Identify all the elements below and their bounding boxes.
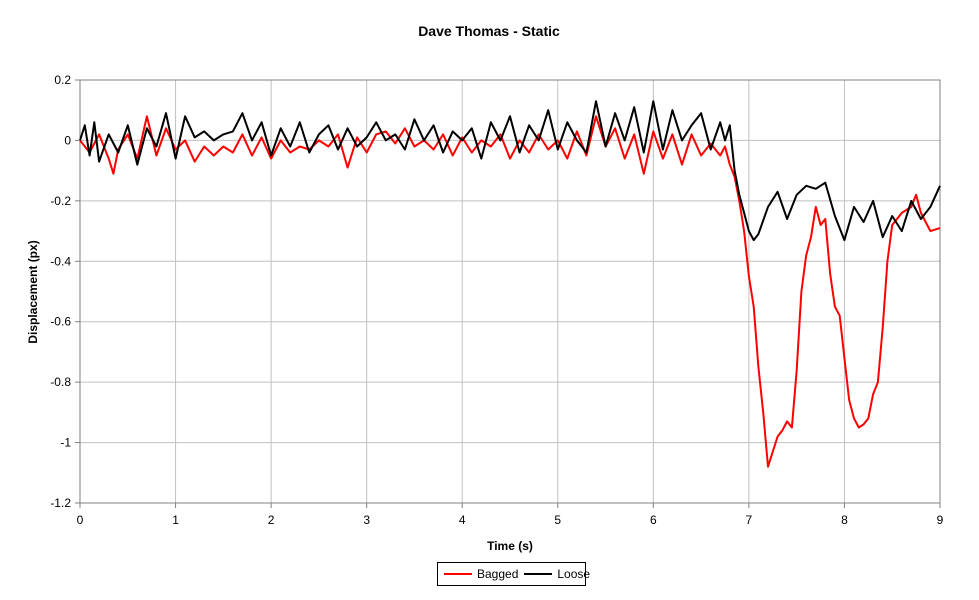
y-tick-label: -0.2 [50,194,71,208]
x-tick-label: 1 [172,513,179,527]
legend-item-bagged: Bagged [444,567,518,581]
legend-swatch-loose [524,573,553,575]
x-tick-label: 5 [554,513,561,527]
chart-title: Dave Thomas - Static [418,23,560,39]
y-axis-label: Displacement (px) [26,240,40,343]
plot-area [79,79,941,504]
y-tick-label: -1.2 [50,496,71,510]
legend-label-bagged: Bagged [477,567,519,581]
x-tick-label: 3 [363,513,370,527]
y-tick-label: -0.4 [50,254,71,268]
x-tick-label: 4 [459,513,466,527]
legend-label-loose: Loose [557,567,591,581]
legend: Bagged Loose [437,562,590,586]
y-tick-label: 0 [64,133,71,147]
x-tick-label: 7 [746,513,753,527]
y-tick-label: -0.8 [50,375,71,389]
x-tick-label: 6 [650,513,657,527]
y-tick-label: -1 [60,436,71,450]
gridlines [79,79,941,504]
series-line-bagged [79,115,941,468]
tick-labels: 0 1 2 3 4 5 6 7 8 9 0.2 0 -0.2 -0.4 -0.6 -0.8 -1 -1.2 [50,73,943,527]
x-tick-label: 8 [841,513,848,527]
x-axis-label: Time (s) [487,539,533,553]
y-tick-label: 0.2 [54,73,71,87]
legend-item-loose: Loose [524,567,590,581]
x-tick-label: 2 [268,513,275,527]
legend-swatch-bagged [444,573,472,575]
y-tick-label: -0.6 [50,315,71,329]
x-tick-label: 0 [77,513,84,527]
x-tick-label: 9 [937,513,944,527]
series-layer [79,100,941,468]
series-line-loose [79,100,941,242]
